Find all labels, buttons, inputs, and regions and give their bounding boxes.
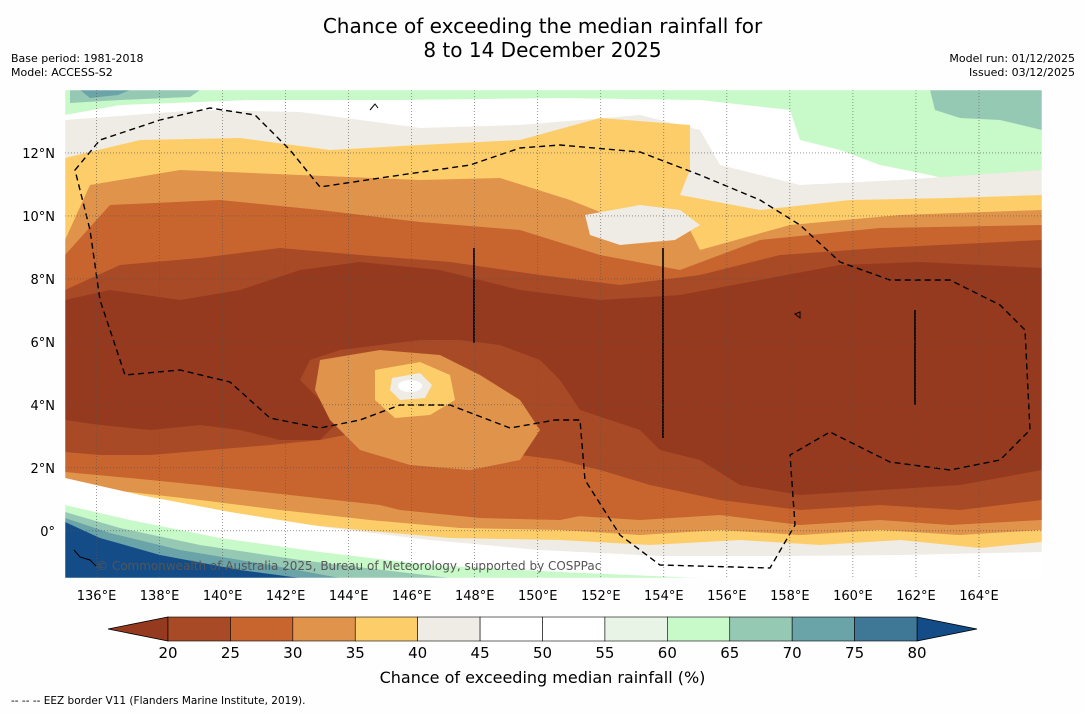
region-60-65 xyxy=(65,90,1042,205)
region-65-70 xyxy=(70,90,1042,130)
colorbar-swatch xyxy=(417,616,481,642)
lon-label: 138°E xyxy=(140,589,180,604)
colorbar-swatch xyxy=(729,616,793,642)
colorbar-swatch xyxy=(854,616,918,642)
region-island-45-50 xyxy=(398,380,422,392)
chart-title: Chance of exceeding the median rainfall … xyxy=(0,14,1085,62)
lat-label: 0° xyxy=(40,525,55,540)
colorbar-tick-label: 25 xyxy=(221,644,240,662)
colorbar-tick-label: 65 xyxy=(720,644,739,662)
colorbar-tick-label: 45 xyxy=(471,644,490,662)
lon-label: 146°E xyxy=(392,589,432,604)
map-plot-area xyxy=(65,90,1042,578)
colorbar-swatch xyxy=(167,616,231,642)
base-period: Base period: 1981-2018 xyxy=(11,52,144,65)
map-gridlines xyxy=(65,90,1042,578)
lon-label: 160°E xyxy=(833,589,873,604)
lon-label: 164°E xyxy=(959,589,999,604)
lon-label: 140°E xyxy=(203,589,243,604)
colorbar-swatch xyxy=(791,616,855,642)
lon-label: 156°E xyxy=(707,589,747,604)
title-line-2: 8 to 14 December 2025 xyxy=(423,38,662,62)
meta-left: Base period: 1981-2018 Model: ACCESS-S2 xyxy=(11,52,143,80)
lon-label: 144°E xyxy=(329,589,369,604)
colorbar-tick-label: 20 xyxy=(158,644,177,662)
lon-label: 136°E xyxy=(77,589,117,604)
colorbar-swatch xyxy=(230,616,294,642)
lat-label: 2°N xyxy=(31,462,56,477)
colorbar-tick-label: 40 xyxy=(408,644,427,662)
colorbar-swatch xyxy=(292,616,356,642)
lon-label: 154°E xyxy=(644,589,684,604)
colorbar-tick-label: 35 xyxy=(346,644,365,662)
colorbar-label: Chance of exceeding median rainfall (%) xyxy=(379,668,706,687)
lon-label: 150°E xyxy=(518,589,558,604)
region-south-30-35 xyxy=(360,470,600,520)
longitude-labels: 136°E 138°E 140°E 142°E 144°E 146°E 148°E 150°E… xyxy=(77,589,999,604)
eez-border xyxy=(74,107,1031,569)
colorbar: 20 25 30 35 40 45 50 55 60 65 70 75 80 xyxy=(107,616,978,662)
lon-label: 152°E xyxy=(581,589,621,604)
attribution-text: © Commonwealth of Australia 2025, Bureau… xyxy=(96,559,601,573)
colorbar-swatch xyxy=(542,616,606,642)
lat-label: 4°N xyxy=(31,399,56,414)
colorbar-tick-label: 80 xyxy=(907,644,926,662)
lat-label: 10°N xyxy=(22,210,55,225)
title-line-1: Chance of exceeding the median rainfall … xyxy=(322,14,763,38)
colorbar-swatch xyxy=(604,616,668,642)
colorbar-under-triangle xyxy=(107,616,169,642)
lat-label: 12°N xyxy=(22,147,55,162)
map-frame xyxy=(64,89,1043,579)
colorbar-over-triangle xyxy=(916,616,978,642)
latitude-labels: 12°N 10°N 8°N 6°N 4°N 2°N 0° xyxy=(22,147,55,540)
colorbar-swatch xyxy=(479,616,543,642)
colorbar-tick-label: 70 xyxy=(783,644,802,662)
region-70-75 xyxy=(80,90,130,98)
region-north-patch-40-45 xyxy=(585,205,700,245)
colorbar-swatch xyxy=(667,616,731,642)
meta-right: Model run: 01/12/2025 Issued: 03/12/2025 xyxy=(949,52,1075,80)
lat-label: 8°N xyxy=(31,273,56,288)
colorbar-swatch xyxy=(354,616,418,642)
colorbar-tick-label: 55 xyxy=(595,644,614,662)
model-run: Model run: 01/12/2025 xyxy=(949,52,1075,65)
lon-label: 148°E xyxy=(455,589,495,604)
colorbar-tick-label: 60 xyxy=(658,644,677,662)
lon-label: 142°E xyxy=(266,589,306,604)
region-below-20 xyxy=(65,262,1042,495)
issued-date: Issued: 03/12/2025 xyxy=(968,66,1075,79)
colorbar-tick-label: 50 xyxy=(533,644,552,662)
region-south-over-80 xyxy=(65,522,300,578)
coastline xyxy=(73,103,801,567)
lon-label: 162°E xyxy=(896,589,936,604)
colorbar-tick-label: 75 xyxy=(845,644,864,662)
model-name: Model: ACCESS-S2 xyxy=(11,66,113,79)
colorbar-tick-label: 30 xyxy=(283,644,302,662)
lon-label: 158°E xyxy=(770,589,810,604)
eez-legend: -- -- -- EEZ border V11 (Flanders Marine… xyxy=(11,695,306,707)
lat-label: 6°N xyxy=(31,336,56,351)
